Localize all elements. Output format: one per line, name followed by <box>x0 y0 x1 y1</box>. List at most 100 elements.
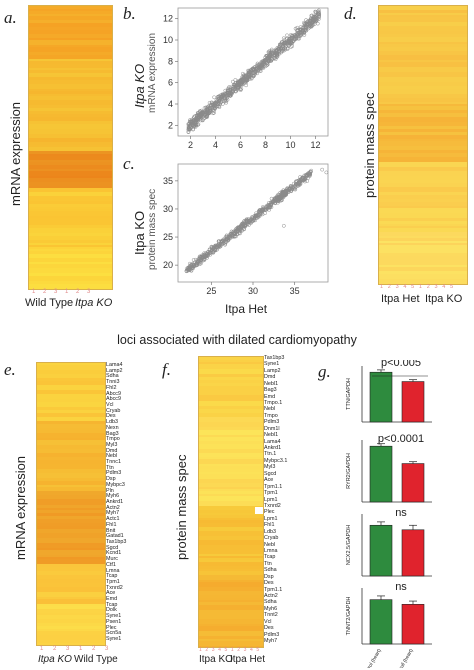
data-point <box>253 70 258 75</box>
gene-label: Fhl2 <box>106 384 117 391</box>
data-point <box>189 120 194 124</box>
gene-label: Des <box>264 580 274 587</box>
gene-label: Nebl <box>264 541 276 548</box>
gene-label: Plec <box>264 509 275 516</box>
plot-frame <box>177 7 329 137</box>
data-point <box>303 25 307 30</box>
data-point <box>264 63 269 68</box>
heatmap-stripe <box>199 610 263 615</box>
heatmap-stripe <box>29 80 112 84</box>
heatmap-stripe <box>199 401 263 406</box>
heatmap-stripe <box>199 489 263 491</box>
data-point <box>297 182 302 187</box>
heatmap-stripe <box>37 548 105 550</box>
gene-label: Emd <box>106 596 118 603</box>
gene-label: Tpm1 <box>264 490 278 497</box>
gene-label: Lpm1 <box>264 496 278 503</box>
data-point <box>295 29 300 33</box>
x-tick-label: 12 <box>310 140 320 150</box>
heatmap-stripe <box>379 22 467 26</box>
heatmap-stripe <box>379 153 467 157</box>
heatmap-stripe <box>379 37 467 40</box>
heatmap-stripe <box>379 146 467 150</box>
gene-label: Tpm1.1 <box>264 483 283 490</box>
gene-label: Scn5a <box>106 630 122 637</box>
heatmap-stripe <box>29 59 112 61</box>
data-point <box>271 199 276 204</box>
data-point <box>235 83 239 88</box>
data-point <box>202 110 206 115</box>
data-point <box>309 13 314 18</box>
heatmap-stripe <box>37 438 105 440</box>
y-tick-label: 4 <box>168 99 173 109</box>
heatmap-stripe <box>199 483 263 485</box>
heatmap-stripe <box>29 55 112 59</box>
heatmap-stripe <box>199 636 263 639</box>
data-point <box>258 210 263 215</box>
data-point <box>191 127 195 132</box>
panel-a-group-2: Itpa KO <box>75 297 113 309</box>
gene-label: Dnm1l <box>264 425 280 432</box>
gene-label: Vcl <box>264 618 272 625</box>
data-point <box>317 10 321 15</box>
panel-b-scatter: 2 4 6 8 10 12 2 4 6 8 10 12 <box>163 7 329 150</box>
heatmap-stripe <box>379 192 467 195</box>
heatmap-stripe <box>379 86 467 89</box>
heatmap-stripe <box>29 190 112 192</box>
heatmap-stripe <box>199 472 263 474</box>
gene-label: Sdha <box>264 599 277 606</box>
heatmap-stripe <box>37 460 105 464</box>
data-point <box>191 262 196 267</box>
heatmap-stripe <box>379 60 467 62</box>
heatmap-stripe <box>199 575 263 580</box>
data-point <box>205 252 209 256</box>
data-point <box>286 37 291 41</box>
gene-label: Des <box>106 413 116 420</box>
heatmap-stripe <box>37 635 105 640</box>
data-point <box>288 36 293 41</box>
heatmap-stripe <box>29 156 112 160</box>
data-point <box>223 99 228 104</box>
data-point <box>248 220 253 225</box>
data-point <box>252 65 256 70</box>
heatmap-stripe <box>37 399 105 402</box>
heatmap-stripe <box>199 377 263 380</box>
heatmap-stripe <box>29 254 112 258</box>
x-tick-label: 8 <box>263 140 268 150</box>
heatmap-stripe <box>37 571 105 575</box>
data-point <box>244 83 248 88</box>
data-point <box>220 102 225 106</box>
heatmap-stripe <box>37 390 105 394</box>
data-point <box>281 223 286 228</box>
panel-d-ticks: 1 2 3 4 5 1 2 3 4 5 <box>380 284 455 290</box>
bar <box>369 524 393 577</box>
panel-f-ticks: 1 2 3 4 5 1 2 3 4 5 <box>199 647 261 653</box>
data-point <box>266 50 271 54</box>
heatmap-stripe <box>379 139 467 141</box>
heatmap-stripe <box>29 100 112 105</box>
heatmap-stripe <box>37 381 105 385</box>
heatmap-stripe <box>37 604 105 606</box>
heatmap-stripe <box>29 14 112 16</box>
panel-e-ticks: 1 2 3 1 2 3 <box>40 646 113 652</box>
heatmap-stripe <box>199 383 263 386</box>
heatmap-stripe <box>29 40 112 45</box>
data-point <box>286 40 291 45</box>
heatmap-stripe <box>379 51 467 55</box>
data-point <box>257 214 262 218</box>
heatmap-stripe <box>29 222 112 225</box>
heatmap-stripe <box>199 399 263 401</box>
data-point <box>280 49 285 54</box>
heatmap-stripe <box>379 110 467 113</box>
gene-label: Tmpo <box>264 412 278 419</box>
heatmap-stripe <box>37 453 105 457</box>
gene-label: Ldb3 <box>106 419 118 426</box>
heatmap-stripe <box>37 508 105 510</box>
heatmap-stripe <box>199 357 263 360</box>
panel-e-ylabel: mRNA expression <box>13 455 28 560</box>
gene-label: Myh7 <box>106 510 120 517</box>
bar-ylabel: TNNT2/GAPDH <box>346 597 352 636</box>
heatmap-stripe <box>37 555 105 557</box>
heatmap-stripe <box>29 52 112 55</box>
gene-label: Syne1 <box>264 361 280 368</box>
